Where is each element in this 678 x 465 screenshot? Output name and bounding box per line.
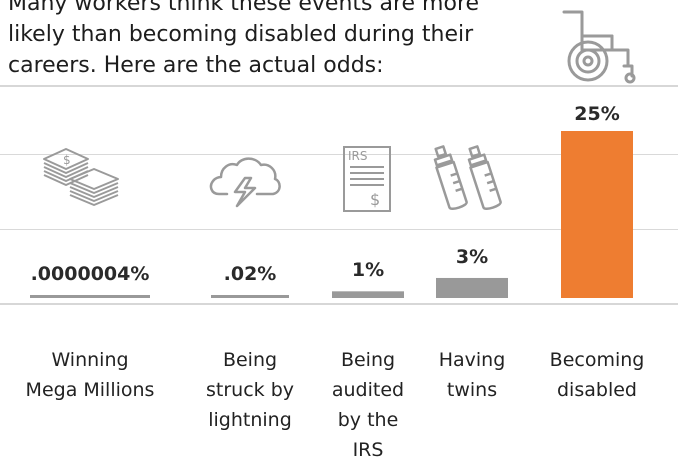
reference-line-lower [0,229,678,230]
intro-text: Many workers think these events are more… [8,0,548,81]
value-label-0: .0000004% [30,263,150,285]
reference-line-upper [0,154,678,155]
category-label-1: Being struck by lightning [206,349,294,431]
value-label-4: 25% [574,103,620,125]
svg-text:IRS: IRS [348,149,368,163]
chart-top-border [0,85,678,87]
bar-2 [332,291,404,298]
lightning-cloud-icon [209,157,281,208]
intro-line-2: likely than becoming disabled during the… [8,22,474,47]
category-label-3: Having twins [438,349,506,401]
bar-3 [436,277,508,298]
chart-bottom-border [0,303,678,305]
value-label-1: .02% [223,263,277,285]
intro-line-3: careers. Here are the actual odds: [8,53,384,78]
category-label-0: Winning Mega Millions [25,349,155,401]
category-label-2: Being audited by the IRS [331,349,405,461]
intro-line-1: Many workers think these events are more [8,0,480,16]
svg-text:$: $ [63,153,71,167]
irs-document-icon: IRS $ [343,146,391,212]
wheelchair-icon [562,10,636,84]
baby-bottles-icon [433,145,502,211]
svg-text:$: $ [370,190,380,209]
category-label-4: Becoming disabled [549,349,645,401]
bar-4 [561,131,633,298]
value-label-2: 1% [351,259,385,282]
money-stack-icon: $ [43,148,119,206]
bar-1 [211,295,289,298]
value-label-3: 3% [455,245,489,268]
bar-0 [30,295,150,298]
